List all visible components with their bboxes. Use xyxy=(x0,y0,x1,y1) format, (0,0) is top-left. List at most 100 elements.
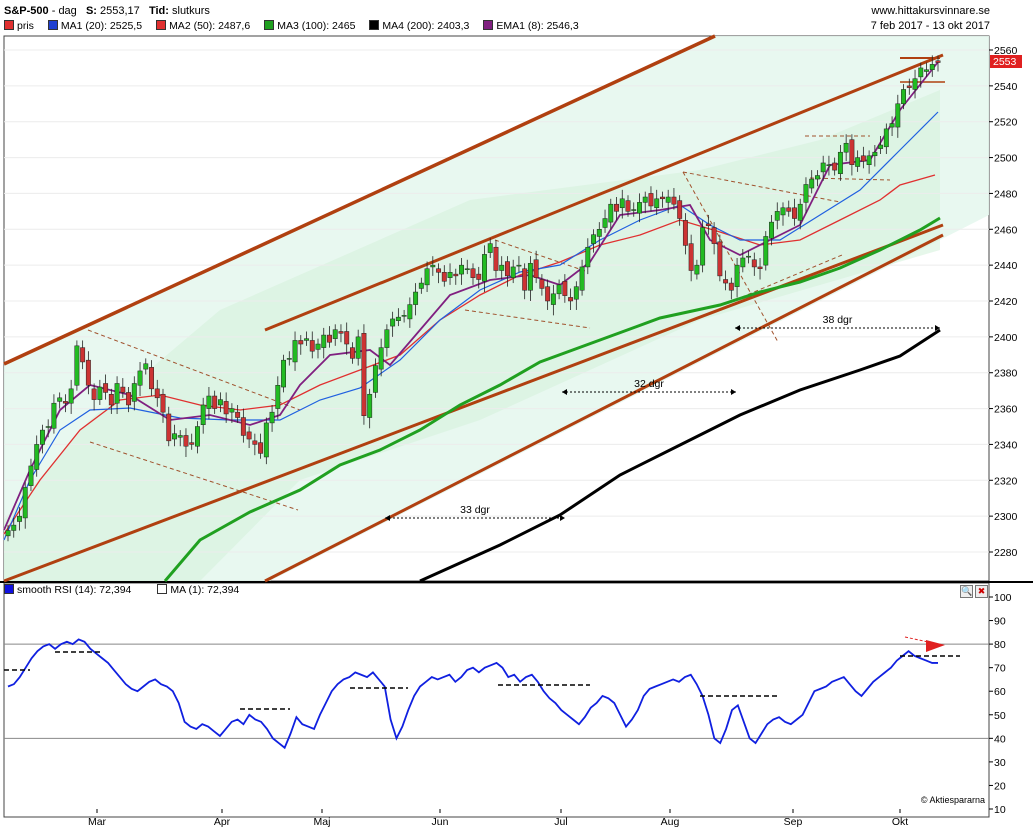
candle-body xyxy=(631,209,637,211)
close-icon[interactable]: ✖ xyxy=(975,585,988,598)
ma200-line xyxy=(419,328,941,583)
candle-body xyxy=(160,393,166,413)
candle-body xyxy=(889,123,895,128)
candle-body xyxy=(550,293,556,305)
candle-body xyxy=(57,397,63,402)
copyright-label: © Aktiespararna xyxy=(921,795,985,805)
candle-body xyxy=(866,155,872,165)
price-y-tick-label: 2340 xyxy=(994,439,1018,451)
candle-body xyxy=(189,442,195,445)
zoom-icon[interactable]: 🔍 xyxy=(960,585,973,598)
arrow-head-right xyxy=(731,389,736,395)
candle-body xyxy=(493,246,499,271)
candle-body xyxy=(596,229,602,237)
duration-label: 32 dgr xyxy=(634,378,664,390)
arrow-head-left xyxy=(385,515,390,521)
candle-body xyxy=(286,358,292,360)
candle-body xyxy=(648,193,654,207)
candle-body xyxy=(418,282,424,289)
ma100-line xyxy=(163,216,941,582)
candle-body xyxy=(740,257,746,268)
candle-body xyxy=(298,340,304,345)
month-tick-label: Apr xyxy=(214,816,231,828)
candle-body xyxy=(878,144,884,149)
rsi-y-tick-label: 50 xyxy=(994,710,1006,722)
candle-body xyxy=(677,200,683,219)
candle-body xyxy=(476,273,482,280)
candle-body xyxy=(17,515,22,522)
candle-body xyxy=(447,272,453,278)
candle-body xyxy=(246,431,252,440)
candle-body xyxy=(688,243,694,271)
symbol-label: S&P-500 xyxy=(4,5,49,17)
legend-label: MA2 (50): 2487,6 xyxy=(169,20,251,32)
candle-body xyxy=(321,334,327,348)
candle-body xyxy=(464,268,470,270)
rsi-panel-frame xyxy=(3,582,990,818)
candle-body xyxy=(240,417,246,436)
candle-body xyxy=(85,359,91,386)
month-tick-label: Maj xyxy=(314,816,331,828)
rsi-legend-item: MA (1): 72,394 xyxy=(157,584,239,596)
rsi-legend-label: MA (1): 72,394 xyxy=(170,584,240,596)
candle-body xyxy=(562,281,568,296)
duration-label: 33 dgr xyxy=(460,504,490,516)
candle-body xyxy=(22,487,28,519)
legend-label: pris xyxy=(17,20,34,32)
ma50-line xyxy=(3,174,936,535)
candle-body xyxy=(711,227,717,244)
candle-body xyxy=(883,128,889,148)
price-y-tick-label: 2460 xyxy=(994,224,1018,236)
candle-body xyxy=(832,162,838,171)
candle-body xyxy=(820,162,826,173)
candle-body xyxy=(108,393,114,406)
candle-body xyxy=(482,254,487,282)
candle-body xyxy=(763,236,769,266)
arrow-head-right xyxy=(935,325,940,331)
candle-body xyxy=(734,264,740,287)
candle-body xyxy=(826,164,832,166)
price-y-tick-label: 2360 xyxy=(994,404,1018,416)
candle-body xyxy=(504,261,510,277)
price-y-tick-label: 2480 xyxy=(994,188,1018,200)
candle-body xyxy=(757,266,763,269)
candle-body xyxy=(545,286,551,302)
candle-body xyxy=(424,268,430,286)
candle-body xyxy=(349,347,355,359)
candle-body xyxy=(131,383,137,402)
arrow-head-left xyxy=(562,389,567,395)
wedge-dash-line xyxy=(734,254,843,301)
candle-body xyxy=(556,284,562,295)
candle-body xyxy=(172,433,177,440)
candle-body xyxy=(780,207,786,216)
price-y-tick-label: 2500 xyxy=(994,153,1018,165)
price-y-tick-label: 2420 xyxy=(994,296,1018,308)
arrow-head-left xyxy=(735,325,740,331)
candle-body xyxy=(378,347,384,370)
last-price-tag-bg xyxy=(990,55,1022,68)
candle-body xyxy=(206,395,212,409)
candle-body xyxy=(459,264,464,275)
rsi-line xyxy=(7,638,938,750)
candle-body xyxy=(309,340,315,352)
legend-item: pris xyxy=(4,20,34,34)
channel-upper-line xyxy=(3,34,716,366)
legend-item: MA3 (100): 2465 xyxy=(264,20,355,34)
legend-label: MA4 (200): 2403,3 xyxy=(382,20,470,32)
candle-body xyxy=(436,268,442,273)
candle-body xyxy=(717,241,723,277)
legend-swatch xyxy=(156,20,167,30)
legend-item: MA1 (20): 2525,5 xyxy=(47,20,142,34)
rsi-y-tick-label: 80 xyxy=(994,639,1006,651)
candle-body xyxy=(355,336,361,359)
wedge-dash-line xyxy=(87,329,301,411)
candle-body xyxy=(441,272,447,282)
candle-body xyxy=(97,386,103,400)
date-range: 7 feb 2017 - 13 okt 2017 xyxy=(870,20,990,32)
s-label: S: xyxy=(85,5,97,17)
candle-body xyxy=(407,304,413,320)
candle-body xyxy=(901,89,907,105)
ma20-line xyxy=(3,111,939,541)
candle-body xyxy=(149,367,154,390)
